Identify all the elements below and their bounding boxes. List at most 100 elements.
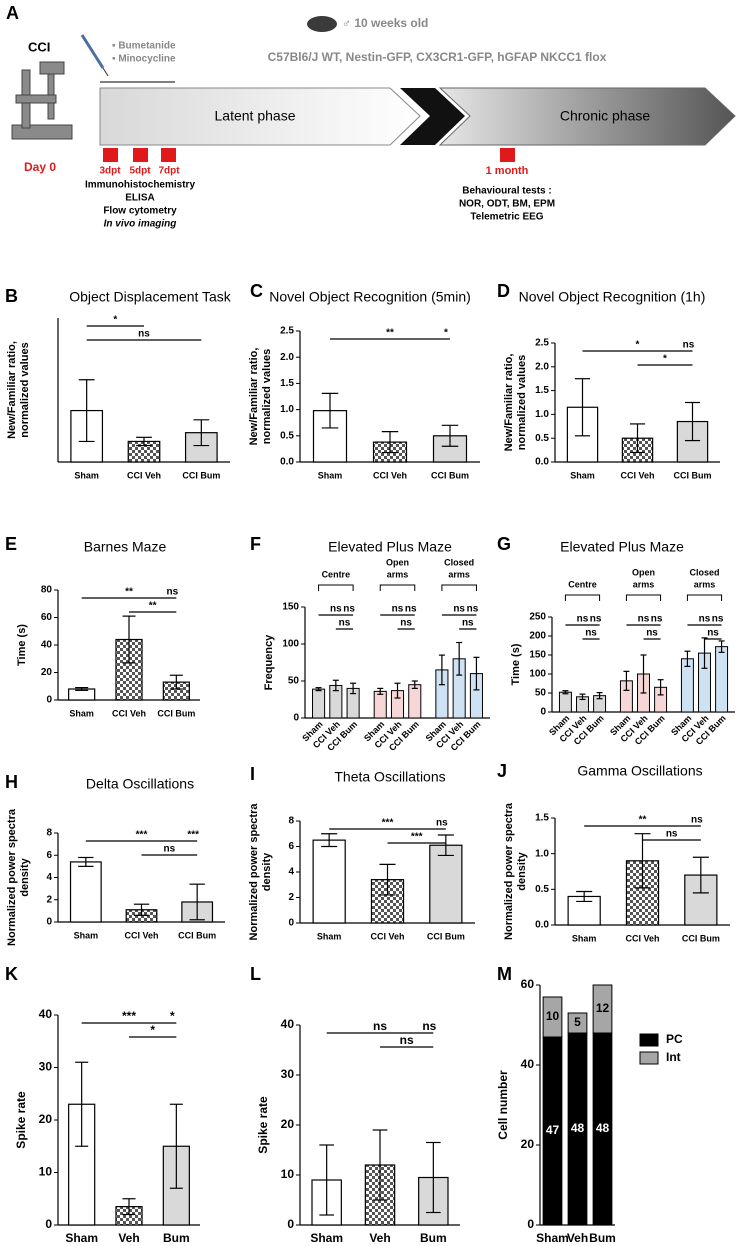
significance-label: **	[639, 815, 647, 826]
x-tick-label: Veh	[369, 1231, 390, 1245]
y-tick-label: 0.5	[535, 433, 549, 444]
group-bracket	[625, 594, 662, 601]
x-tick-label: CCI Veh	[373, 470, 407, 480]
y-tick-label: 40	[39, 1007, 53, 1021]
significance-label: ns	[138, 329, 150, 340]
significance-label: ns	[422, 1019, 436, 1033]
y-axis-label: Spike rate	[256, 1096, 270, 1154]
y-tick-label: 2.5	[280, 326, 294, 337]
x-tick-label: CCI Bum	[427, 931, 465, 941]
significance-label: ns	[666, 829, 678, 840]
y-tick-label: 30	[281, 1067, 295, 1081]
bar-segment	[567, 1012, 588, 1034]
legend-swatch	[639, 1033, 659, 1047]
y-tick-label: 250	[529, 612, 546, 623]
significance-label: ns	[453, 604, 465, 615]
x-tick-label: CCI Veh	[127, 470, 161, 480]
bar	[558, 691, 572, 713]
panel-letter: J	[497, 761, 507, 781]
chart-title: Barnes Maze	[84, 539, 167, 555]
x-tick-label: Bum	[420, 1231, 447, 1245]
y-tick-label: 2	[288, 892, 294, 903]
significance-label: ns	[638, 614, 650, 625]
y-axis-label: density	[516, 851, 528, 890]
timepoint-marker	[133, 148, 148, 162]
legend-label: PC	[666, 1032, 683, 1046]
significance-label: ns	[651, 614, 663, 625]
y-tick-label: 1.5	[280, 378, 294, 389]
panel-letter: F	[250, 534, 261, 554]
y-tick-label: 6	[46, 850, 52, 861]
significance-label: ns	[467, 604, 479, 615]
panel-a: A CCI Day 0 ▪ Bumetanide ▪ Minocycline ♂…	[6, 3, 736, 230]
y-tick-label: 40	[281, 1017, 295, 1031]
significance-label: ns	[712, 614, 724, 625]
bar-segment	[542, 996, 563, 1038]
significance-label: ns	[343, 604, 355, 615]
y-tick-label: 0	[45, 1217, 52, 1231]
x-tick-label: Sham	[570, 470, 595, 480]
y-tick-label: 50	[288, 676, 300, 687]
group-label: Open	[632, 567, 655, 577]
significance-label: *	[636, 340, 640, 351]
bar	[715, 646, 729, 713]
y-tick-label: 20	[281, 1117, 295, 1131]
y-axis-label: Spike rate	[14, 1091, 28, 1149]
y-axis-label: New/Familiar ratio,	[248, 348, 260, 446]
x-tick-label: CCI Bum	[178, 930, 216, 940]
x-tick-label: Sham	[317, 931, 342, 941]
x-tick-label: CCI Veh	[620, 470, 654, 480]
x-tick-label: Sham	[69, 708, 94, 718]
significance-label: ns	[577, 614, 589, 625]
y-tick-label: 0	[293, 713, 299, 724]
panel-letter: E	[5, 534, 17, 554]
y-tick-label: 30	[39, 1060, 53, 1074]
y-tick-label: 20	[41, 667, 53, 678]
panel-letter: H	[5, 772, 18, 792]
significance-label: ***	[411, 832, 423, 843]
y-tick-label: 0.0	[535, 457, 549, 468]
panel-letter: D	[497, 281, 510, 301]
panel-letter: L	[250, 964, 261, 984]
x-tick-label: CCI Bum	[682, 933, 720, 943]
chart-title: Novel Object Recognition (5min)	[269, 289, 471, 305]
x-tick-label: Bum	[589, 1231, 616, 1245]
significance-label: ns	[585, 628, 597, 639]
bar-segment	[592, 984, 613, 1034]
y-axis-label: normalized values	[261, 349, 273, 444]
behaviour-label: NOR, ODT, BM, EPM	[459, 199, 555, 210]
panel-letter: K	[5, 964, 18, 984]
group-label: Centre	[322, 569, 351, 579]
y-tick-label: 0.0	[280, 457, 294, 468]
y-axis-label: normalized values	[19, 342, 31, 437]
drug-label: ▪ Bumetanide	[112, 41, 176, 52]
timepoint-label: 7dpt	[158, 166, 180, 177]
significance-label: ***	[122, 1009, 136, 1023]
group-bracket	[318, 584, 354, 591]
y-tick-label: 1.0	[535, 848, 549, 859]
value-label: 48	[596, 1121, 610, 1135]
x-tick-label: Veh	[118, 1231, 139, 1245]
y-tick-label: 1.0	[280, 404, 294, 415]
value-label: 47	[546, 1123, 560, 1137]
y-tick-label: 40	[521, 1057, 535, 1071]
legend-label: Int	[666, 1050, 681, 1064]
bar	[312, 688, 326, 719]
x-tick-label: Sham	[318, 470, 343, 480]
group-label: Closed	[444, 557, 474, 567]
assay-label: ELISA	[125, 193, 154, 204]
x-tick-label: Sham	[74, 930, 99, 940]
significance-label: ***	[187, 830, 199, 841]
timepoint-label: 3dpt	[99, 166, 121, 177]
y-tick-label: 100	[282, 639, 299, 650]
chart-title: Elevated Plus Maze	[560, 539, 684, 555]
behaviour-label: Telemetric EEG	[470, 212, 543, 223]
panel-letter: C	[250, 281, 263, 301]
x-tick-label: Sham	[74, 470, 99, 480]
significance-label: *	[150, 1023, 155, 1037]
significance-label: ns	[405, 604, 417, 615]
significance-label: ns	[339, 618, 351, 629]
mouse-icon	[307, 16, 337, 32]
chart-title: Theta Oscillations	[334, 769, 445, 785]
